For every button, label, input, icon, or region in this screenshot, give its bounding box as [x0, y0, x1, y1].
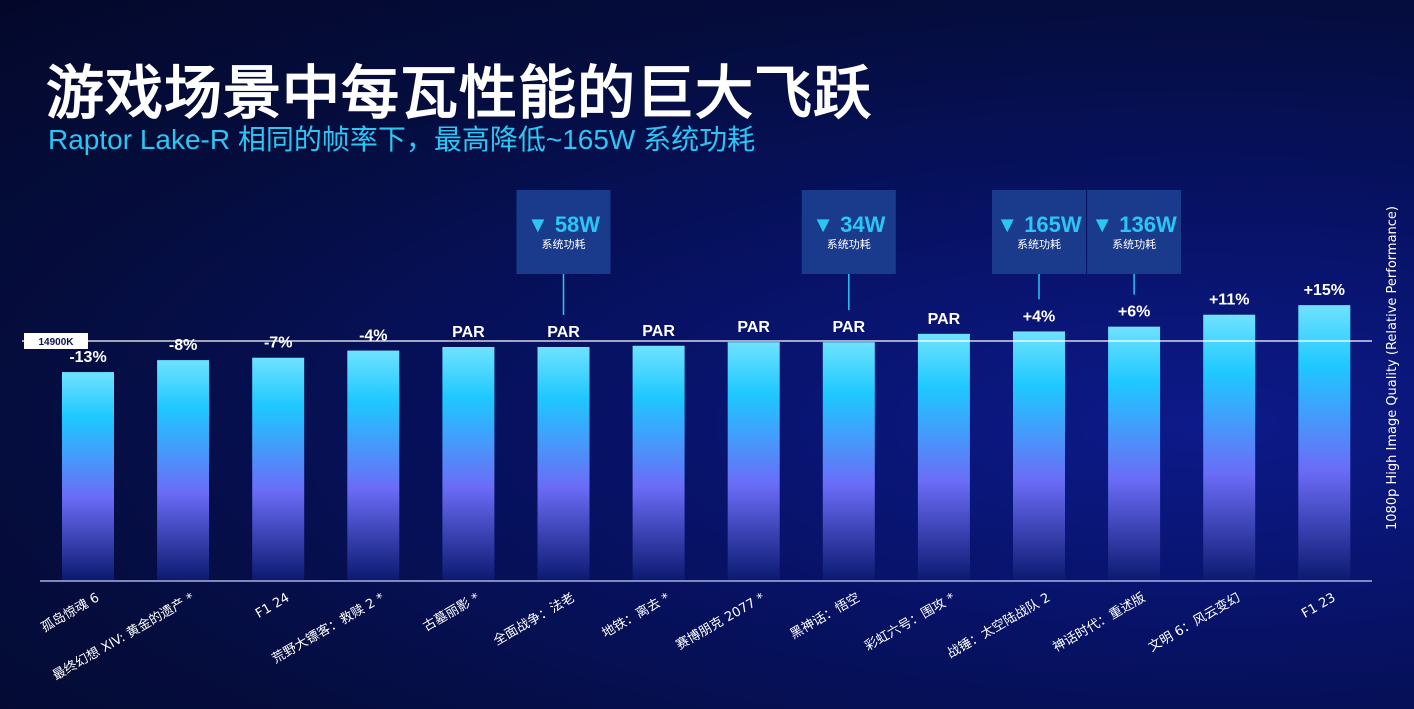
reference-label: 14900K [38, 337, 74, 348]
power-callout-value: ▼ 58W [527, 212, 600, 237]
data-label: +15% [1304, 282, 1345, 299]
bar [1013, 331, 1065, 580]
reference-tag [24, 333, 88, 349]
data-label: PAR [452, 324, 485, 341]
power-callout-caption: 系统功耗 [827, 238, 871, 251]
bar [1108, 326, 1161, 580]
category-label: 赛博朋克 2077 * [673, 589, 768, 653]
power-callout-box [801, 190, 896, 274]
data-label: PAR [928, 311, 961, 328]
data-label: -13% [69, 349, 106, 366]
category-label: 地铁：离去 * [599, 589, 673, 641]
bar [727, 342, 780, 580]
category-label: 黑神话：悟空 [788, 590, 863, 642]
data-label: PAR [737, 319, 770, 336]
power-callout-box [1087, 190, 1182, 274]
data-label: PAR [833, 319, 866, 336]
bar [252, 357, 305, 580]
power-callout-box [516, 190, 611, 274]
power-callout-value: ▼ 136W [1091, 212, 1177, 237]
data-label: -7% [264, 335, 292, 352]
data-label: PAR [642, 323, 675, 340]
bar [1203, 314, 1256, 580]
y-axis-label: 1080p High Image Quality (Relative Perfo… [1385, 206, 1400, 530]
bar [917, 333, 970, 580]
data-label: +4% [1023, 308, 1055, 325]
category-label: 孤岛惊魂 6 [38, 590, 102, 636]
data-label: -4% [359, 328, 387, 345]
power-callout-caption: 系统功耗 [1112, 238, 1156, 251]
power-callout-box [992, 190, 1086, 274]
bar [1298, 305, 1351, 580]
category-label: F1 23 [1299, 590, 1338, 621]
page-title: 游戏场景中每瓦性能的巨大飞跃 [46, 61, 873, 126]
category-label: 全面战争：法老 [491, 590, 578, 649]
category-label: 彩虹六号：围攻 * [862, 590, 958, 654]
category-label: 战锤：太空陆战队 2 [944, 590, 1053, 662]
bar [822, 342, 875, 580]
bar [632, 345, 685, 580]
power-callout-caption: 系统功耗 [1017, 238, 1061, 251]
power-callout-caption: 系统功耗 [542, 238, 586, 251]
power-callout-value: ▼ 34W [812, 212, 885, 237]
category-label: 文明 6：风云变幻 [1146, 590, 1244, 656]
power-callout-value: ▼ 165W [996, 212, 1082, 237]
page-subtitle: Raptor Lake-R 相同的帧率下，最高降低~165W 系统功耗 [48, 124, 756, 155]
bar [442, 346, 495, 580]
data-label: PAR [547, 324, 580, 341]
category-label: F1 24 [253, 590, 292, 621]
category-label: 古墓丽影 * [421, 590, 483, 635]
category-label: 神话时代：重述版 [1050, 590, 1148, 656]
data-label: +11% [1209, 292, 1249, 309]
data-label: +6% [1118, 304, 1150, 321]
data-label: -8% [169, 337, 197, 354]
bar [157, 360, 210, 580]
bar [62, 372, 114, 580]
bar [537, 346, 590, 580]
bar [347, 350, 400, 580]
